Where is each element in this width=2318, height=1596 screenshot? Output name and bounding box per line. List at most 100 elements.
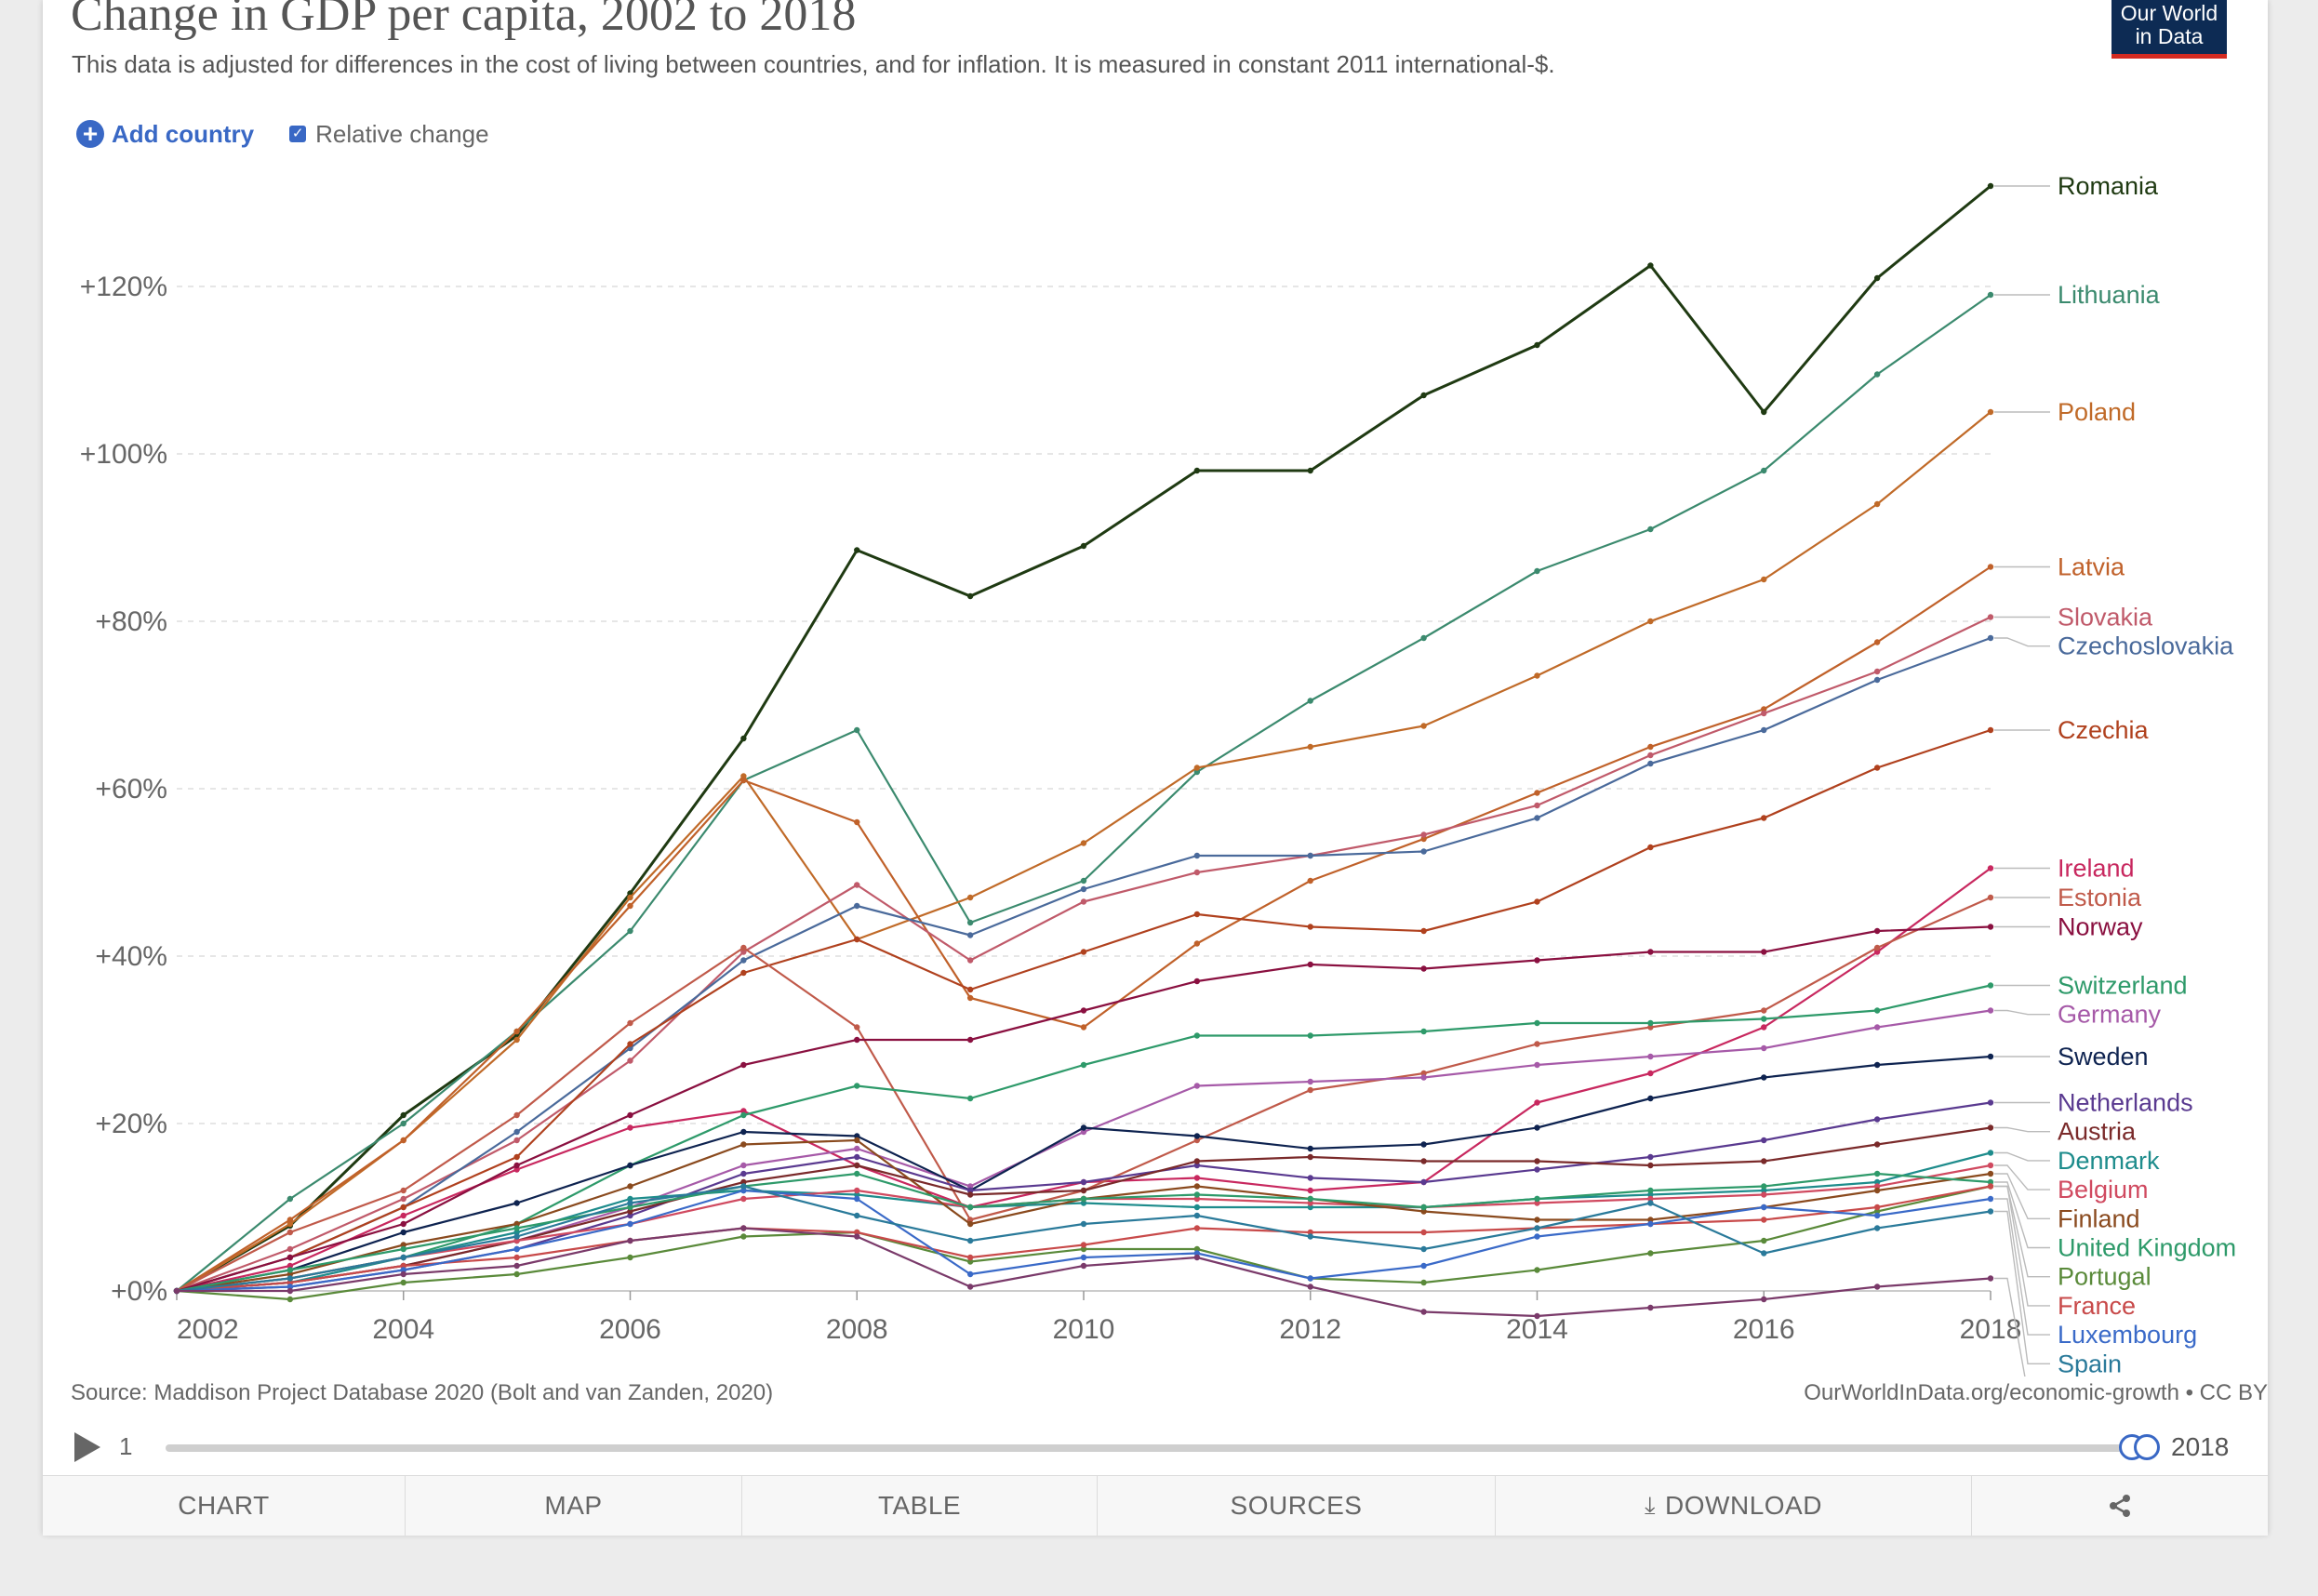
data-point: [627, 1212, 633, 1219]
data-point: [1193, 1250, 1201, 1257]
data-point: [1987, 865, 1994, 871]
data-point: [1647, 751, 1654, 759]
tab-bar: CHART MAP TABLE SOURCES ⤓ DOWNLOAD: [43, 1475, 2268, 1536]
owid-logo[interactable]: Our World in Data: [2112, 0, 2227, 59]
tab-share[interactable]: [1972, 1476, 2268, 1536]
timeline-end-handle[interactable]: [2134, 1434, 2160, 1460]
data-point: [1647, 262, 1654, 269]
tab-sources[interactable]: SOURCES: [1098, 1476, 1496, 1536]
relative-change-checkbox[interactable]: ✓: [289, 126, 307, 142]
data-point: [740, 949, 747, 955]
x-tick-label: 2010: [1053, 1314, 1115, 1345]
data-point: [1080, 542, 1087, 550]
data-point: [1873, 1187, 1881, 1194]
data-point: [1647, 1191, 1654, 1198]
data-point: [1761, 1007, 1767, 1014]
y-tick-label: +120%: [80, 272, 167, 302]
data-point: [1420, 1028, 1427, 1035]
tab-table[interactable]: TABLE: [742, 1476, 1098, 1536]
legend-leader: [1994, 1210, 2050, 1365]
data-point: [1647, 1200, 1654, 1206]
tab-chart[interactable]: CHART: [43, 1476, 406, 1536]
data-point: [1534, 802, 1540, 809]
data-point: [1534, 1019, 1540, 1027]
data-point: [1761, 408, 1767, 416]
data-point: [1307, 1153, 1313, 1161]
data-point: [966, 1036, 974, 1044]
legend-label: Belgium: [2058, 1176, 2149, 1204]
data-point: [1761, 1187, 1767, 1194]
y-tick-label: +80%: [95, 606, 167, 637]
data-point: [966, 1220, 974, 1228]
data-point: [1193, 1032, 1201, 1039]
tab-table-label: TABLE: [877, 1491, 962, 1520]
data-point: [1420, 723, 1427, 729]
data-point: [1420, 392, 1427, 399]
data-point: [854, 936, 860, 943]
data-point: [740, 735, 747, 742]
data-point: [400, 1267, 406, 1273]
data-point: [966, 894, 974, 901]
data-point: [1987, 1007, 1994, 1014]
add-country-button[interactable]: + Add country: [76, 120, 254, 149]
data-point: [1534, 1124, 1540, 1131]
legend-label: Estonia: [2058, 884, 2142, 911]
data-point: [1761, 1024, 1767, 1031]
data-point: [854, 1233, 860, 1240]
credit-link[interactable]: OurWorldInData.org/economic-growth • CC …: [1804, 1380, 2268, 1405]
data-point: [1987, 1195, 1994, 1203]
timeline-track[interactable]: [166, 1444, 2139, 1452]
data-point: [1761, 1250, 1767, 1257]
data-point: [1420, 1262, 1427, 1270]
data-point: [966, 1283, 974, 1290]
data-point: [1761, 726, 1767, 734]
data-point: [1420, 1070, 1427, 1077]
data-point: [1080, 1128, 1087, 1136]
data-point: [1873, 1170, 1881, 1177]
tab-download[interactable]: ⤓ DOWNLOAD: [1496, 1476, 1972, 1536]
data-point: [1307, 1283, 1313, 1290]
data-point: [740, 1162, 747, 1169]
data-point: [854, 1083, 860, 1089]
data-point: [1647, 525, 1654, 533]
data-point: [1647, 1250, 1654, 1257]
data-point: [627, 1204, 633, 1211]
data-point: [1987, 924, 1994, 930]
tab-map[interactable]: MAP: [406, 1476, 742, 1536]
data-point: [854, 1162, 860, 1169]
data-point: [1080, 1007, 1087, 1014]
playback-speed[interactable]: 1: [119, 1432, 133, 1460]
data-point: [1987, 634, 1994, 642]
data-point: [627, 1254, 633, 1261]
data-point: [1080, 949, 1087, 955]
data-point: [1987, 182, 1994, 190]
data-point: [1987, 726, 1994, 734]
data-point: [400, 1212, 406, 1219]
data-point: [1307, 1175, 1313, 1181]
data-point: [1080, 1220, 1087, 1228]
data-point: [966, 1258, 974, 1265]
data-point: [1080, 885, 1087, 893]
data-point: [1080, 1124, 1087, 1131]
data-point: [1647, 1162, 1654, 1169]
data-point: [1647, 1019, 1654, 1027]
data-point: [1420, 1208, 1427, 1215]
data-point: [1647, 844, 1654, 851]
legend-label: France: [2058, 1292, 2136, 1320]
x-tick-label: 2012: [1279, 1314, 1341, 1345]
data-point: [1420, 1158, 1427, 1164]
data-point: [286, 1245, 294, 1253]
data-point: [854, 1170, 860, 1177]
data-point: [1307, 1187, 1313, 1194]
relative-change-toggle[interactable]: ✓ Relative change: [289, 120, 489, 149]
data-point: [1193, 1137, 1201, 1144]
data-point: [513, 1254, 520, 1261]
y-tick-label: +40%: [95, 941, 167, 972]
data-point: [1647, 1304, 1654, 1311]
legend-leader: [1994, 1185, 2050, 1307]
legend-label: Netherlands: [2058, 1089, 2193, 1117]
legend-label: Latvia: [2058, 553, 2125, 581]
play-icon[interactable]: [74, 1432, 100, 1462]
data-point: [400, 1120, 406, 1127]
data-point: [966, 1191, 974, 1198]
